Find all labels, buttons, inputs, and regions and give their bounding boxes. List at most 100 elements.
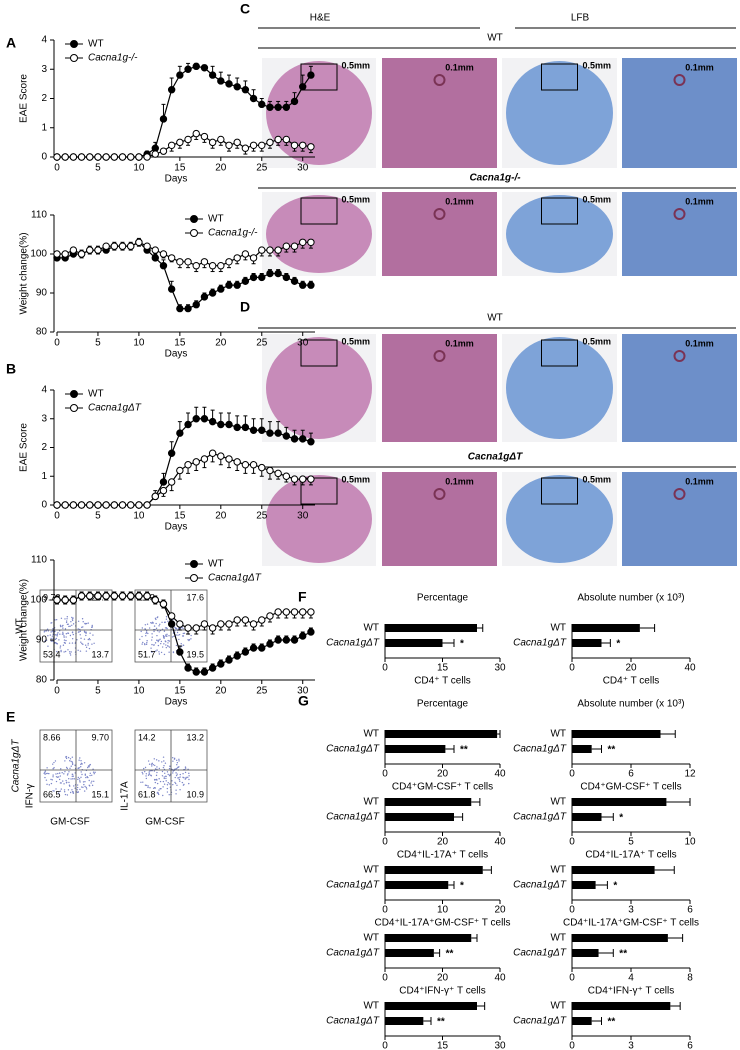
- x-tick-label: 30: [494, 663, 506, 674]
- y-axis-label: EAE Score: [19, 423, 30, 472]
- flow-dot: [161, 775, 164, 777]
- quadrant-value: 13.2: [186, 732, 204, 742]
- flow-dot: [76, 639, 78, 641]
- flow-dot: [156, 771, 158, 774]
- flow-dot: [165, 634, 167, 636]
- flow-dot: [147, 785, 149, 787]
- flow-dot: [174, 776, 176, 779]
- flow-dot: [167, 782, 169, 784]
- flow-dot: [79, 757, 81, 759]
- scale-label: 0.5mm: [582, 336, 611, 346]
- flow-dot: [80, 760, 82, 762]
- x-axis-label: CD4⁺GM-CSF⁺ T cells: [580, 782, 681, 793]
- flow-dot: [87, 776, 89, 779]
- flow-dot: [158, 651, 160, 653]
- flow-dot: [43, 631, 45, 633]
- data-point: [135, 501, 143, 509]
- data-point: [282, 103, 291, 111]
- flow-dot: [76, 786, 79, 789]
- flow-dot: [65, 636, 67, 638]
- flow-dot: [74, 787, 76, 789]
- data-point: [217, 660, 225, 668]
- flow-dot: [48, 784, 51, 786]
- flow-dot: [171, 780, 173, 782]
- data-point: [249, 644, 258, 652]
- flow-dot: [154, 642, 157, 644]
- x-tick-label: 5: [628, 837, 634, 848]
- x-tick-label: 40: [494, 837, 506, 848]
- scale-label: 0.5mm: [341, 194, 370, 204]
- flow-dot: [63, 635, 65, 637]
- data-point: [217, 452, 225, 460]
- legend-label: WT: [208, 559, 224, 570]
- vessel: [433, 350, 446, 362]
- flow-dot: [67, 773, 69, 775]
- tissue-section: [506, 61, 613, 165]
- data-point: [266, 612, 274, 620]
- x-tick-label: 0: [54, 338, 60, 349]
- data-point: [217, 262, 225, 270]
- flow-dot: [45, 779, 48, 781]
- panel-label: E: [6, 709, 15, 725]
- flow-dot: [51, 779, 53, 781]
- flow-dot: [140, 781, 142, 784]
- inset-box: [541, 63, 578, 91]
- vessel: [673, 208, 686, 220]
- flow-dot: [159, 623, 161, 626]
- tissue-section: [506, 337, 613, 439]
- scale-label: 0.1mm: [685, 196, 714, 206]
- flow-dot: [140, 630, 142, 633]
- data-point: [258, 463, 266, 472]
- data-point: [208, 449, 217, 457]
- inset-box: [300, 477, 338, 505]
- data-point: [118, 592, 127, 600]
- flow-dot: [141, 627, 144, 629]
- flow-dot: [168, 635, 170, 637]
- category-label: WT: [363, 1001, 379, 1012]
- x-tick-label: 0: [382, 1041, 388, 1050]
- data-point: [249, 426, 258, 434]
- flow-dot: [177, 766, 179, 769]
- data-point: [184, 135, 192, 144]
- data-point: [307, 608, 315, 616]
- x-tick-label: 3: [628, 905, 634, 916]
- data-point: [200, 620, 209, 628]
- data-point: [307, 281, 315, 289]
- flow-dot: [67, 632, 69, 634]
- flow-dot: [146, 640, 148, 642]
- flow-dot: [156, 766, 158, 768]
- flow-dot: [49, 634, 51, 636]
- flow-dot: [184, 778, 187, 780]
- x-tick-label: 0: [54, 163, 60, 174]
- panel-label: A: [6, 35, 16, 51]
- scale-label: 0.1mm: [445, 196, 474, 206]
- flow-dot: [54, 630, 56, 633]
- y-tick-label: 110: [31, 210, 47, 221]
- y-tick-label: 2: [41, 442, 47, 453]
- data-point: [241, 144, 250, 152]
- flow-dot: [70, 621, 72, 623]
- data-point: [233, 138, 241, 147]
- bar: [572, 949, 599, 957]
- flow-dot: [80, 763, 82, 766]
- histology-frame: [622, 58, 737, 168]
- flow-dot: [74, 764, 76, 766]
- flow-dot: [65, 621, 68, 624]
- data-point: [225, 141, 233, 150]
- vessel: [433, 488, 446, 500]
- flow-dot: [166, 787, 169, 790]
- data-point: [192, 301, 200, 309]
- flow-dot: [71, 761, 73, 763]
- data-point: [184, 461, 192, 469]
- flow-dot: [66, 767, 68, 770]
- flow-dot: [184, 767, 187, 769]
- flow-dot: [153, 770, 156, 772]
- data-point: [266, 103, 274, 111]
- flow-dot: [177, 634, 179, 636]
- data-point: [118, 242, 127, 250]
- x-tick-label: 5: [95, 686, 101, 697]
- data-point: [208, 624, 217, 632]
- flow-dot: [68, 778, 70, 780]
- data-point: [192, 458, 200, 466]
- flow-dot: [144, 624, 147, 626]
